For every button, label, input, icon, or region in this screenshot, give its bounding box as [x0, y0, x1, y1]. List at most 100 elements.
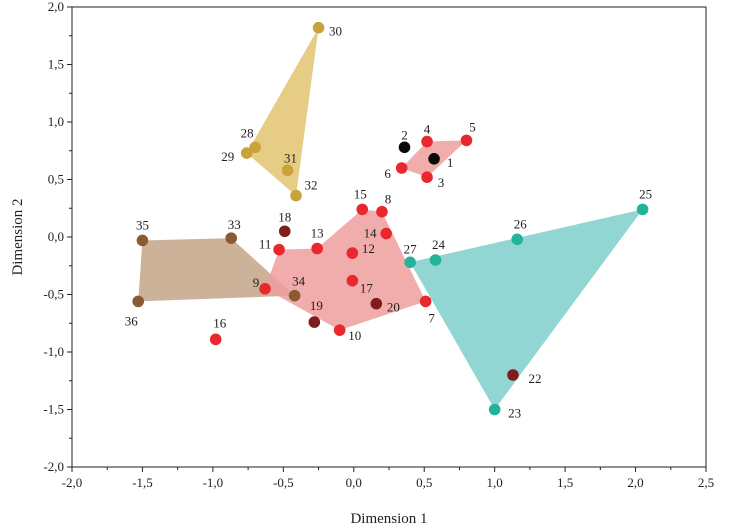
- data-point-26: [511, 233, 524, 246]
- point-label-12: 12: [362, 241, 375, 256]
- point-label-22: 22: [528, 371, 541, 386]
- data-point-16: [209, 333, 222, 346]
- data-point-30: [312, 21, 325, 34]
- point-label-32: 32: [305, 178, 318, 193]
- point-label-30: 30: [329, 24, 342, 39]
- data-point-11: [273, 243, 285, 256]
- point-label-15: 15: [354, 186, 367, 201]
- data-point-20: [370, 297, 383, 310]
- x-tick-label: 0,0: [346, 475, 362, 490]
- data-point-23: [488, 403, 501, 416]
- point-label-23: 23: [508, 406, 521, 421]
- y-tick-label: -1,5: [43, 402, 64, 417]
- data-point-9: [259, 282, 271, 295]
- point-label-20: 20: [387, 300, 400, 315]
- point-label-24: 24: [432, 237, 446, 252]
- point-label-27: 27: [404, 241, 418, 256]
- point-label-7: 7: [428, 310, 435, 325]
- point-label-5: 5: [469, 119, 476, 134]
- data-point-24: [429, 254, 442, 266]
- point-label-6: 6: [384, 166, 391, 181]
- data-point-19: [308, 316, 321, 328]
- y-tick-label: -1,0: [43, 344, 64, 359]
- y-tick-label: -2,0: [43, 459, 64, 474]
- data-point-29: [240, 147, 253, 159]
- point-label-19: 19: [310, 298, 323, 313]
- y-tick-label: 2,0: [48, 0, 64, 14]
- x-tick-label: -1,0: [203, 475, 224, 490]
- point-label-2: 2: [401, 127, 408, 142]
- point-label-13: 13: [311, 226, 324, 241]
- data-point-4: [421, 135, 433, 148]
- x-tick-label: 2,5: [698, 475, 714, 490]
- data-point-3: [421, 171, 433, 183]
- point-label-29: 29: [221, 149, 234, 164]
- point-label-1: 1: [447, 155, 454, 170]
- data-point-8: [376, 205, 388, 218]
- data-point-2: [398, 141, 411, 154]
- point-label-9: 9: [253, 275, 260, 290]
- cluster-hull: [138, 238, 295, 302]
- point-label-33: 33: [228, 217, 241, 232]
- x-tick-label: -0,5: [273, 475, 294, 490]
- y-tick-label: 0,0: [48, 229, 64, 244]
- point-label-3: 3: [438, 175, 445, 190]
- point-label-10: 10: [348, 328, 361, 343]
- y-axis-title: Dimension 2: [10, 198, 26, 275]
- x-tick-label: 2,0: [627, 475, 643, 490]
- y-tick-label: 1,0: [48, 114, 64, 129]
- point-label-34: 34: [292, 274, 306, 289]
- point-label-17: 17: [360, 281, 374, 296]
- point-label-26: 26: [514, 216, 528, 231]
- hull-layer: [138, 27, 643, 410]
- point-label-16: 16: [213, 315, 227, 330]
- x-tick-label: 1,0: [487, 475, 503, 490]
- y-tick-label: -0,5: [43, 287, 64, 302]
- data-point-34: [288, 289, 301, 302]
- point-label-25: 25: [639, 186, 652, 201]
- y-tick-label: 0,5: [48, 172, 64, 187]
- point-label-4: 4: [424, 122, 431, 137]
- point-label-18: 18: [278, 209, 291, 224]
- data-point-12: [346, 247, 359, 259]
- point-label-14: 14: [364, 226, 378, 241]
- point-label-11: 11: [259, 237, 272, 252]
- data-point-7: [419, 295, 432, 308]
- data-point-35: [136, 234, 149, 247]
- cluster-hull: [246, 27, 319, 196]
- data-point-28: [249, 141, 261, 154]
- data-point-18: [278, 225, 291, 238]
- data-point-5: [460, 134, 473, 147]
- cluster-hull: [410, 209, 643, 410]
- point-label-36: 36: [125, 313, 139, 328]
- y-tick-label: 1,5: [48, 57, 64, 72]
- point-label-35: 35: [136, 217, 149, 232]
- x-tick-label: -2,0: [62, 475, 83, 490]
- data-point-13: [311, 242, 323, 255]
- data-point-17: [346, 274, 359, 287]
- data-point-14: [380, 227, 392, 240]
- point-label-31: 31: [284, 150, 297, 165]
- data-point-1: [428, 153, 440, 165]
- point-layer: [132, 21, 649, 416]
- data-point-6: [395, 162, 408, 174]
- data-point-32: [290, 189, 302, 202]
- x-tick-label: -1,5: [132, 475, 153, 490]
- x-tick-label: 0,5: [416, 475, 432, 490]
- x-tick-label: 1,5: [557, 475, 573, 490]
- point-label-8: 8: [385, 192, 392, 207]
- data-point-31: [281, 164, 294, 177]
- cluster-hull: [265, 209, 426, 331]
- point-label-28: 28: [241, 125, 254, 140]
- data-point-22: [507, 369, 519, 381]
- data-point-33: [225, 232, 238, 244]
- x-axis-title: Dimension 1: [350, 511, 427, 527]
- data-point-15: [356, 203, 369, 216]
- data-point-10: [333, 324, 346, 336]
- tick-layer: -2,0 -1,5 -1,0 -0,5 0,0 0,5 1,0 1,5 2,0 2,5 -2,0 -1…: [43, 0, 714, 490]
- data-point-27: [404, 256, 416, 269]
- data-point-36: [132, 295, 145, 308]
- data-point-25: [636, 203, 649, 216]
